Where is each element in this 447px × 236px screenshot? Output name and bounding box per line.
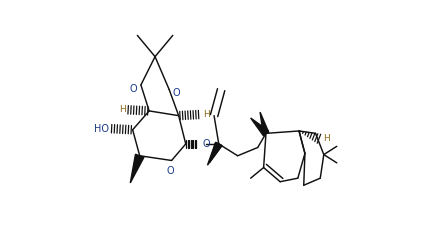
Text: O: O	[130, 84, 137, 93]
Text: O: O	[173, 88, 180, 98]
Text: HO: HO	[94, 124, 109, 134]
Text: H: H	[119, 105, 126, 114]
Polygon shape	[130, 154, 144, 183]
Polygon shape	[251, 118, 269, 136]
Polygon shape	[260, 112, 269, 134]
Text: H: H	[323, 134, 330, 143]
Polygon shape	[207, 142, 222, 165]
Polygon shape	[209, 142, 222, 163]
Text: H: H	[203, 110, 210, 119]
Text: O: O	[203, 139, 211, 149]
Text: O: O	[167, 166, 174, 176]
